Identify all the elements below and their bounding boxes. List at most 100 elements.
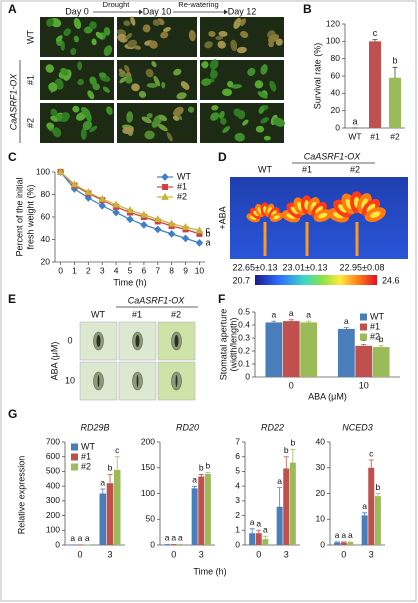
leaf xyxy=(131,83,140,92)
x-tick-label: 3 xyxy=(284,549,289,559)
bar xyxy=(368,467,375,545)
marker xyxy=(126,215,134,224)
error-bar xyxy=(372,39,378,42)
marker xyxy=(161,173,169,181)
bar xyxy=(372,347,390,377)
leaf xyxy=(166,131,173,142)
x-axis-label: Time (h) xyxy=(193,566,226,576)
leaf xyxy=(106,106,113,115)
legend-label: WT xyxy=(370,311,384,321)
row-label: 0 xyxy=(67,335,72,345)
y-tick-label: 40 xyxy=(316,436,326,446)
marker xyxy=(112,208,120,217)
leaf xyxy=(50,115,58,122)
error-bar xyxy=(283,456,289,469)
leaf xyxy=(55,35,63,42)
y-tick-label: 0.4 xyxy=(238,319,250,329)
leaf xyxy=(146,113,153,119)
legend-swatch xyxy=(360,323,367,331)
significance-letter: a xyxy=(289,308,294,318)
group-label: CaASRF1-OX xyxy=(128,295,186,305)
bar xyxy=(262,539,269,545)
leaf xyxy=(187,106,195,113)
marker xyxy=(84,187,93,196)
stem xyxy=(263,222,267,256)
thermal-leaf-core xyxy=(318,212,328,219)
y-tick-label: 6 xyxy=(235,451,240,461)
x-tick-label: 3 xyxy=(369,549,374,559)
marker xyxy=(153,214,162,223)
x-tick-label: 0 xyxy=(256,549,261,559)
x-tick-label: 4 xyxy=(114,265,119,275)
y-tick-label: 0 xyxy=(235,539,240,549)
leaf xyxy=(125,33,133,40)
error-bar xyxy=(107,473,113,484)
treatment-label: +ABA xyxy=(217,206,227,229)
y-tick-label: 100 xyxy=(36,166,50,176)
error-bar xyxy=(343,327,349,329)
x-tick-label: 8 xyxy=(169,265,174,275)
significance-letter: a xyxy=(192,475,197,485)
leaf xyxy=(141,116,152,124)
y-axis-label: Percent of the initial xyxy=(14,177,24,256)
row-label: #2 xyxy=(25,118,35,128)
leaf xyxy=(204,41,213,49)
stomatal-pore xyxy=(97,375,100,387)
bar xyxy=(347,542,354,545)
leaf xyxy=(73,35,80,43)
leaf xyxy=(240,30,249,39)
error-bar xyxy=(256,529,262,534)
y-tick-label: 40 xyxy=(331,88,341,98)
error-bar xyxy=(290,448,296,463)
bar xyxy=(276,506,283,545)
column-label: #2 xyxy=(350,164,360,174)
error-bar xyxy=(368,459,374,468)
leaf xyxy=(231,84,242,89)
stem xyxy=(355,222,359,256)
thermal-leaf-core xyxy=(366,203,376,213)
column-label: WT xyxy=(258,164,272,174)
leaf xyxy=(173,68,182,76)
y-tick-label: 60 xyxy=(331,70,341,80)
y-tick-label: 0.2 xyxy=(238,345,250,355)
leaf xyxy=(82,120,93,131)
y-tick-label: 0 xyxy=(55,539,60,549)
bar xyxy=(289,462,296,545)
y-tick-label: 0.1 xyxy=(238,358,250,368)
y-tick-label: 3 xyxy=(235,495,240,505)
leaf xyxy=(263,135,271,141)
leaf xyxy=(152,19,161,26)
marker xyxy=(56,167,65,175)
error-bar xyxy=(114,456,120,470)
leaf xyxy=(103,27,111,36)
bar xyxy=(282,321,300,377)
y-tick-label: 100 xyxy=(141,488,155,498)
error-bar xyxy=(362,512,368,516)
legend-label: #2 xyxy=(177,191,187,201)
leaf xyxy=(48,82,58,92)
legend-label: #1 xyxy=(177,181,187,191)
y-tick-label: 50 xyxy=(146,514,156,524)
significance-letter: a xyxy=(352,116,357,126)
error-bar xyxy=(288,319,294,322)
leaf xyxy=(222,88,233,97)
leaf xyxy=(258,106,265,114)
leaf xyxy=(75,112,87,121)
y-tick-label: 400 xyxy=(46,480,60,490)
y-axis-label: Survival rate (%) xyxy=(312,43,322,110)
leaf xyxy=(153,75,161,87)
error-bar xyxy=(198,474,204,477)
y-tick-label: 100 xyxy=(326,36,340,46)
significance-letter: a xyxy=(205,237,210,247)
leaf xyxy=(209,69,218,79)
stomata-photo xyxy=(118,361,157,401)
temperature-label: 22.95±0.08 xyxy=(340,262,385,272)
y-tick-label: 2 xyxy=(235,510,240,520)
leaf xyxy=(124,64,130,73)
x-axis-label: ABA (μM) xyxy=(308,391,347,401)
leaf xyxy=(50,108,58,117)
marker xyxy=(195,226,204,234)
leaf xyxy=(236,46,247,54)
stomatal-pore xyxy=(136,375,139,387)
leaf xyxy=(275,38,283,46)
